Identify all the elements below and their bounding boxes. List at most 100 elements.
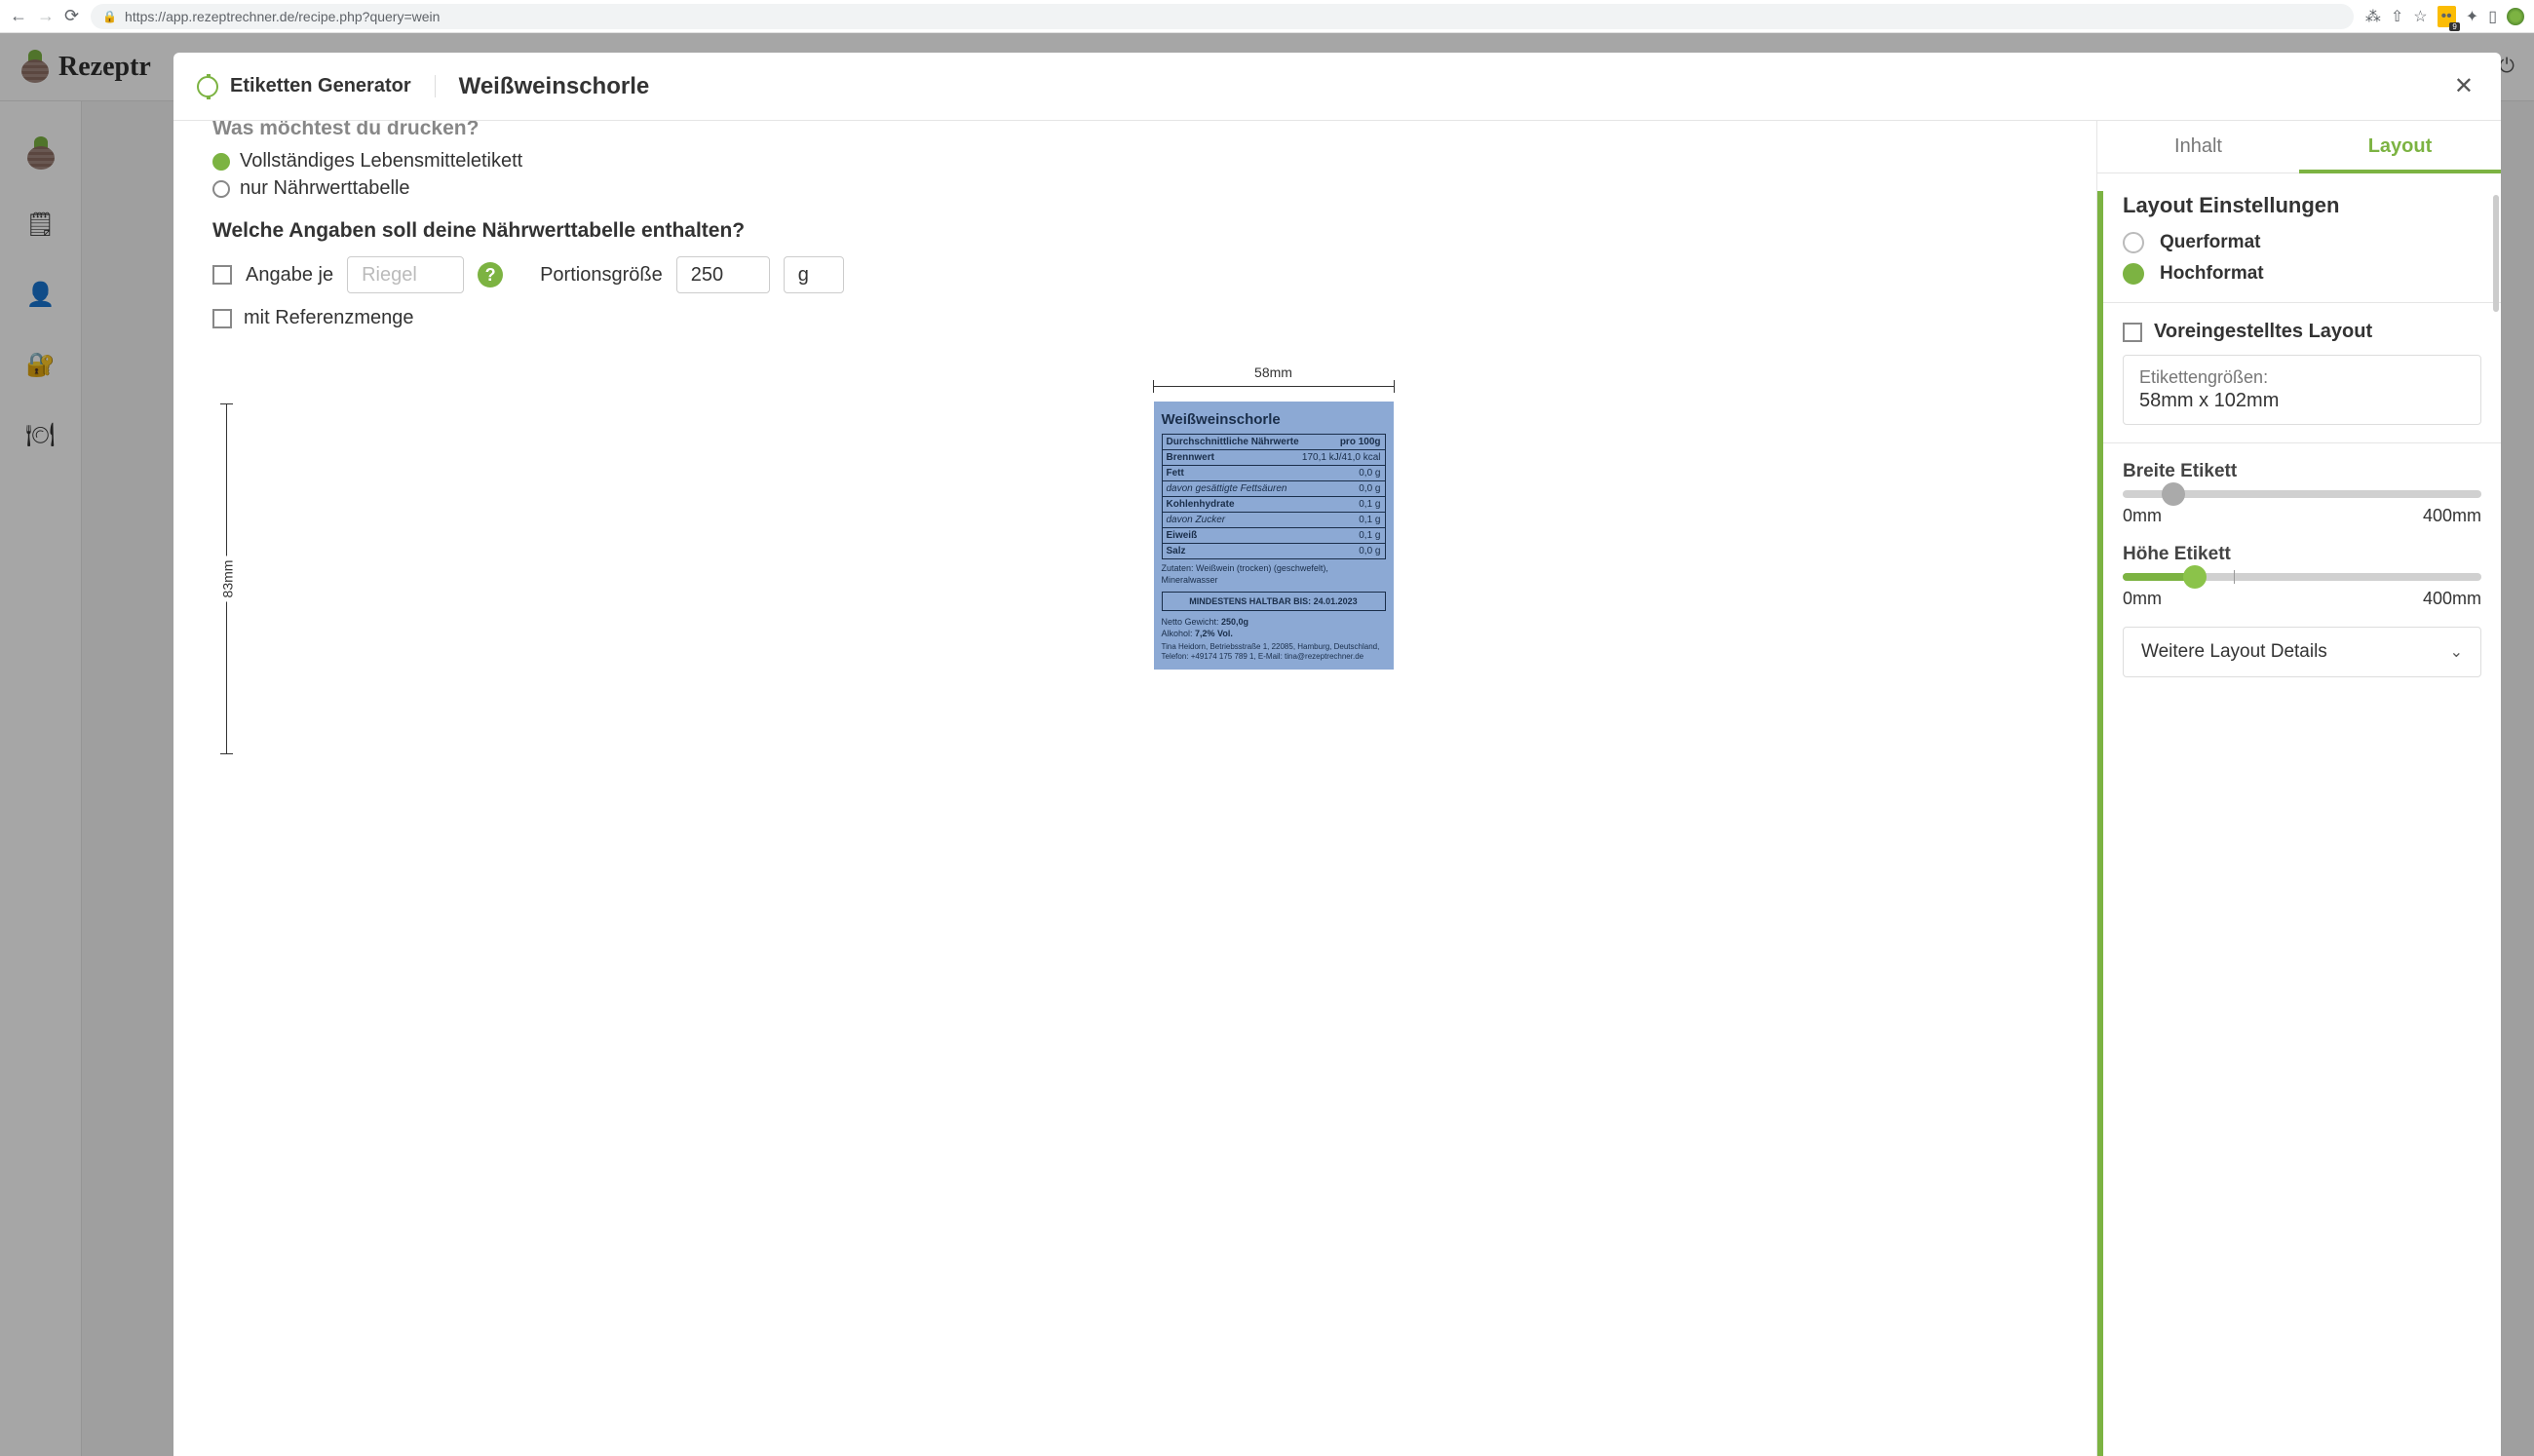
table-row: Kohlenhydrate0,1 g [1163,497,1385,513]
radio-portrait[interactable]: Hochformat [2123,263,2481,285]
portion-label: Portionsgröße [540,264,663,287]
radio-label: Hochformat [2160,263,2264,285]
table-row: Eiweiß0,1 g [1163,528,1385,544]
layout-heading: Layout Einstellungen [2123,193,2481,218]
recipe-title: Weißweinschorle [459,73,2450,100]
table-header-right: pro 100g [1340,437,1381,447]
table-header-left: Durchschnittliche Nährwerte [1167,437,1299,447]
width-label: 58mm [1248,364,1298,380]
alcohol-line: Alkohol: 7,2% Vol. [1162,629,1386,638]
height-slider-track[interactable] [2123,573,2481,581]
chevron-down-icon: ⌄ [2450,642,2463,662]
label-title: Weißweinschorle [1162,411,1386,428]
accent-bar [2097,191,2103,1456]
label-generator-modal: Etiketten Generator Weißweinschorle ✕ Wa… [173,53,2501,1456]
browser-actions: ⁂ ⇧ ☆ •• ✦ ▯ [2365,6,2524,27]
per-unit-label: Angabe je [246,264,333,287]
question-print-cut: Was möchtest du drucken? [212,121,2057,140]
label-preview: Weißweinschorle Durchschnittliche Nährwe… [1154,402,1394,670]
height-slider-label: Höhe Etikett [2123,544,2481,565]
panel-tabs: Inhalt Layout [2097,121,2501,173]
panel-icon[interactable]: ▯ [2488,7,2497,26]
reload-button[interactable]: ⟳ [64,6,79,26]
profile-icon[interactable] [2507,8,2524,25]
width-slider-thumb[interactable] [2162,482,2185,506]
table-row: davon gesättigte Fettsäuren0,0 g [1163,481,1385,497]
table-row: Salz0,0 g [1163,544,1385,558]
preset-label: Voreingestelltes Layout [2154,321,2372,343]
layout-settings: Layout Einstellungen Querformat Hochform… [2097,173,2501,697]
preset-layout-row: Voreingestelltes Layout [2123,321,2481,343]
browser-toolbar: ← → ⟳ 🔒 https://app.rezeptrechner.de/rec… [0,0,2534,33]
width-ruler: 58mm [1153,357,1395,396]
radio-icon [2123,263,2144,285]
radio-icon [212,153,230,171]
gear-icon [197,76,218,97]
width-slider-group: Breite Etikett 0mm 400mm [2123,461,2481,526]
checkbox-per-unit[interactable] [212,265,232,285]
checkbox-reference[interactable] [212,309,232,328]
extensions-icon[interactable]: ✦ [2466,7,2478,26]
radio-full-label[interactable]: Vollständiges Lebensmitteletikett [212,150,2057,172]
height-slider-group: Höhe Etikett 0mm 400mm [2123,544,2481,609]
nutrition-table: Durchschnittliche Nährwerte pro 100g Bre… [1162,434,1386,559]
portion-size-input[interactable] [676,256,770,293]
radio-label: nur Nährwerttabelle [240,177,410,200]
radio-label: Vollständiges Lebensmitteletikett [240,150,522,172]
generator-title: Etiketten Generator [230,75,436,97]
table-row: Fett0,0 g [1163,466,1385,481]
table-row: davon Zucker0,1 g [1163,513,1385,528]
radio-landscape[interactable]: Querformat [2123,232,2481,253]
nav-controls: ← → ⟳ [10,6,79,26]
height-ruler: 83mm [212,403,242,754]
preview-column: 58mm Weißweinschorle Durchschnittliche N… [489,357,2057,754]
checkbox-preset[interactable] [2123,323,2142,342]
extension-badge[interactable]: •• [2438,6,2456,27]
width-slider-track[interactable] [2123,490,2481,498]
weight-line: Netto Gewicht: 250,0g [1162,617,1386,627]
height-label: 83mm [217,556,237,602]
reference-checkbox-row: mit Referenzmenge [212,307,2057,329]
forward-button[interactable]: → [37,6,55,26]
per-serving-controls: Angabe je ? Portionsgröße [212,256,2057,293]
modal-body: Was möchtest du drucken? Vollständiges L… [173,121,2501,1456]
url-text: https://app.rezeptrechner.de/recipe.php?… [125,9,440,24]
producer-address: Tina Heidorn, Betriebsstraße 1, 22085, H… [1162,642,1386,661]
question-nutrition: Welche Angaben soll deine Nährwerttabell… [212,219,2057,243]
tab-content[interactable]: Inhalt [2097,121,2299,172]
radio-label: Querformat [2160,232,2260,253]
lock-icon: 🔒 [102,10,117,23]
bookmark-icon[interactable]: ☆ [2413,7,2427,26]
ingredients: Zutaten: Weißwein (trocken) (geschwefelt… [1162,563,1386,586]
translate-icon[interactable]: ⁂ [2365,7,2381,26]
tab-layout[interactable]: Layout [2299,121,2501,172]
close-button[interactable]: ✕ [2450,68,2477,104]
slider-range: 0mm 400mm [2123,589,2481,609]
divider [2097,442,2501,443]
label-preview-area: 83mm 58mm Weißweinschorle [212,357,2057,754]
details-label: Weitere Layout Details [2141,641,2327,663]
slider-range: 0mm 400mm [2123,506,2481,526]
address-bar[interactable]: 🔒 https://app.rezeptrechner.de/recipe.ph… [91,4,2354,29]
more-details-dropdown[interactable]: Weitere Layout Details ⌄ [2123,627,2481,677]
preset-size-box[interactable]: Etikettengrößen: 58mm x 102mm [2123,355,2481,425]
height-slider-thumb[interactable] [2183,565,2207,589]
modal-overlay[interactable]: Etiketten Generator Weißweinschorle ✕ Wa… [0,33,2534,1456]
portion-unit-input[interactable] [784,256,844,293]
radio-icon [2123,232,2144,253]
main-panel: Was möchtest du drucken? Vollständiges L… [173,121,2097,1456]
modal-header: Etiketten Generator Weißweinschorle ✕ [173,53,2501,121]
best-before: MINDESTENS HALTBAR BIS: 24.01.2023 [1162,592,1386,611]
share-icon[interactable]: ⇧ [2391,7,2403,26]
width-slider-label: Breite Etikett [2123,461,2481,482]
back-button[interactable]: ← [10,6,27,26]
scrollbar[interactable] [2493,195,2499,312]
preset-size-value: 58mm x 102mm [2139,390,2465,412]
right-panel: Inhalt Layout Layout Einstellungen Querf… [2097,121,2501,1456]
help-icon[interactable]: ? [478,262,503,287]
preset-size-label: Etikettengrößen: [2139,367,2465,388]
radio-nutrition-only[interactable]: nur Nährwerttabelle [212,177,2057,200]
radio-icon [212,180,230,198]
unit-name-input[interactable] [347,256,464,293]
reference-label: mit Referenzmenge [244,307,414,329]
